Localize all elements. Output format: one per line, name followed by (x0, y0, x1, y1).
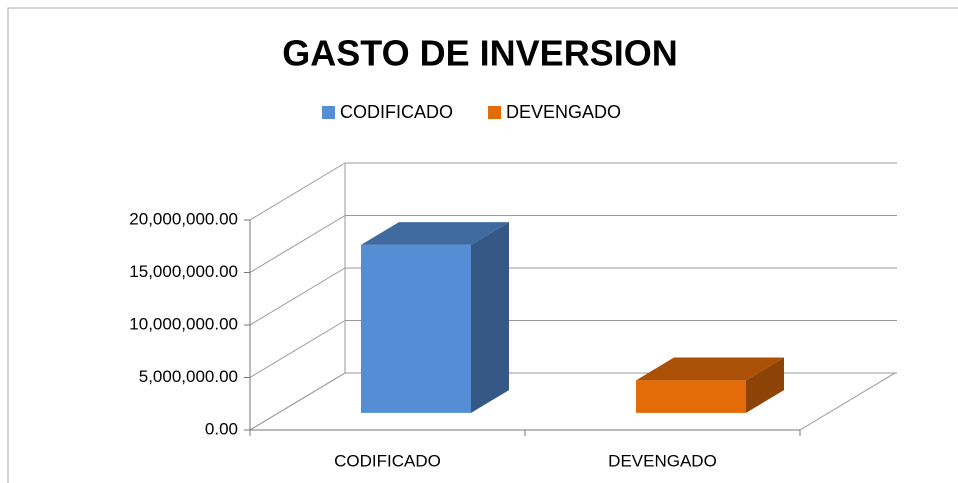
y-tick-label: 10,000,000.00 (129, 314, 238, 333)
y-tick-label: 0.00 (205, 419, 238, 438)
grid-line (249, 320, 346, 378)
bar (636, 380, 746, 413)
legend-label: CODIFICADO (340, 102, 453, 122)
grid-line (249, 215, 346, 273)
chart-title: GASTO DE INVERSION (282, 33, 677, 74)
legend-swatch (322, 106, 335, 119)
bar-top (361, 222, 509, 245)
grid-line (249, 162, 346, 221)
x-tick-label: DEVENGADO (608, 451, 717, 470)
grid-line (249, 267, 346, 326)
y-tick-label: 15,000,000.00 (129, 262, 238, 281)
legend-label: DEVENGADO (506, 102, 621, 122)
bar-top (636, 357, 784, 381)
bar-side (746, 357, 784, 413)
grid-line (249, 372, 346, 431)
bar-side (471, 222, 509, 413)
y-tick-label: 5,000,000.00 (139, 367, 238, 386)
legend-swatch (488, 106, 502, 119)
x-tick-label: CODIFICADO (334, 451, 441, 470)
bar (361, 244, 471, 413)
y-tick-label: 20,000,000.00 (129, 209, 238, 228)
